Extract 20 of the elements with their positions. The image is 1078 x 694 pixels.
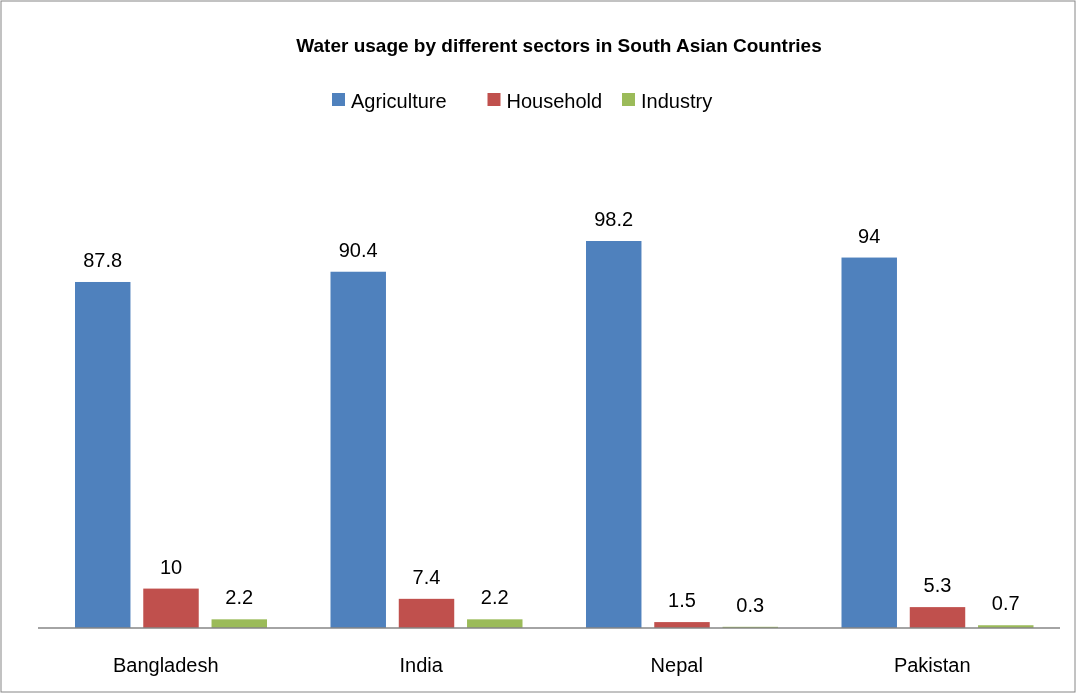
data-label: 87.8 [83, 248, 123, 271]
chart-title: Water usage by different sectors in South Asian Countries [296, 35, 822, 56]
data-label: 2.2 [480, 586, 509, 609]
legend-label: Industry [641, 90, 713, 112]
legend-label: Household [506, 90, 603, 112]
x-tick-label: Nepal [650, 654, 703, 676]
data-label: 2.2 [225, 586, 254, 609]
data-label: 90.4 [338, 238, 378, 261]
data-label: 98.2 [594, 208, 634, 230]
legend-label: Agriculture [351, 90, 447, 112]
data-label: 0.7 [991, 592, 1020, 615]
x-tick-label: Pakistan [893, 654, 971, 676]
x-tick-label: India [399, 654, 444, 676]
x-tick-label: Bangladesh [112, 654, 219, 676]
data-label: 10 [159, 555, 183, 578]
data-label: 94 [858, 224, 881, 247]
data-label: 0.3 [736, 593, 765, 616]
data-label: 5.3 [923, 574, 952, 597]
data-label: 7.4 [412, 565, 441, 588]
data-label: 1.5 [668, 589, 696, 612]
